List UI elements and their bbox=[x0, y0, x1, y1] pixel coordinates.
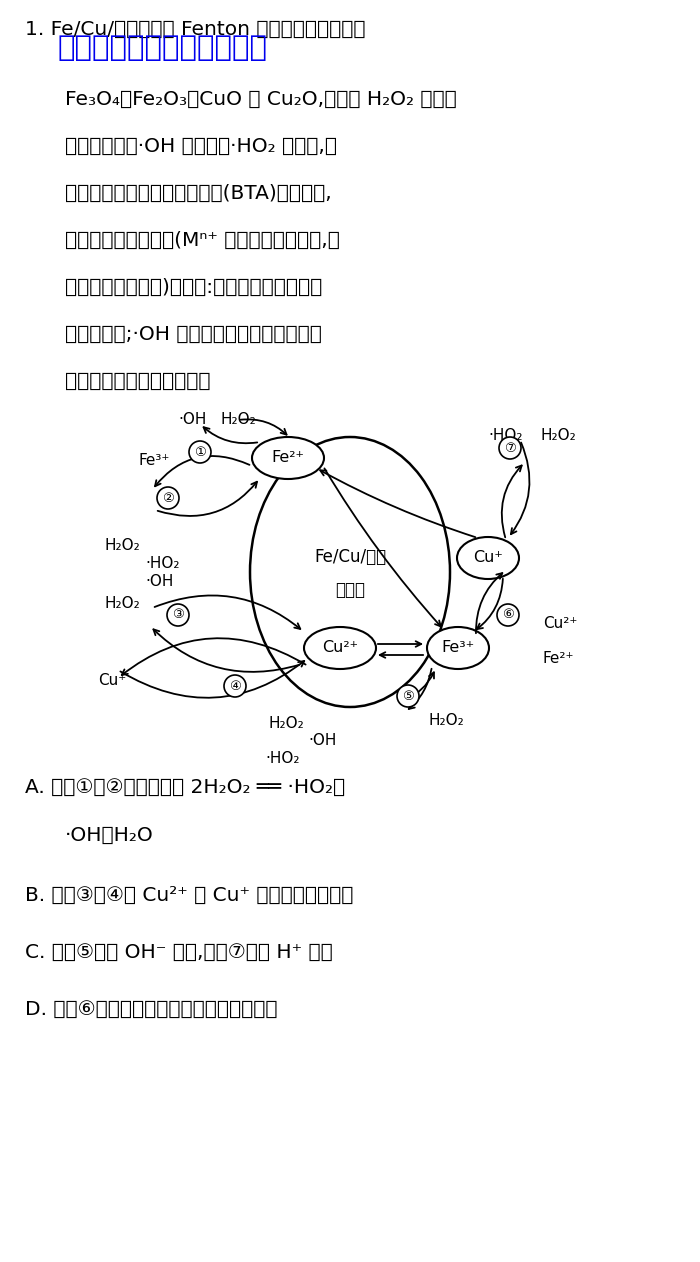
Ellipse shape bbox=[457, 538, 519, 579]
Text: 表示其为游离离子)。已知:铁氧化物催化性能优: 表示其为游离离子)。已知:铁氧化物催化性能优 bbox=[65, 278, 322, 297]
Text: ·OH: ·OH bbox=[178, 411, 206, 427]
Text: 于铜氧化物;·OH 是降解污染物的主要反应活: 于铜氧化物;·OH 是降解污染物的主要反应活 bbox=[65, 326, 322, 345]
Text: H₂O₂: H₂O₂ bbox=[105, 596, 141, 611]
Text: Cu⁺: Cu⁺ bbox=[98, 673, 126, 688]
Text: H₂O₂: H₂O₂ bbox=[220, 411, 256, 427]
Text: Fe³⁺: Fe³⁺ bbox=[138, 453, 169, 468]
Circle shape bbox=[497, 604, 519, 626]
Text: ·OH: ·OH bbox=[145, 574, 174, 589]
Circle shape bbox=[157, 487, 179, 509]
Text: 生强氧化性的·OH 自由基和·HO₂ 自由基,能: 生强氧化性的·OH 自由基和·HO₂ 自由基,能 bbox=[65, 138, 337, 156]
Text: 催化剂: 催化剂 bbox=[335, 581, 365, 599]
Text: Cu²⁺: Cu²⁺ bbox=[322, 641, 358, 655]
Text: ⑥: ⑥ bbox=[502, 608, 514, 621]
Text: ·HO₂: ·HO₂ bbox=[265, 751, 300, 766]
Ellipse shape bbox=[304, 627, 376, 669]
Circle shape bbox=[167, 604, 189, 626]
Circle shape bbox=[224, 675, 246, 697]
Text: ·OH: ·OH bbox=[308, 733, 337, 748]
Text: ·HO₂: ·HO₂ bbox=[145, 557, 179, 570]
Text: H₂O₂: H₂O₂ bbox=[105, 538, 141, 553]
Text: D. 过程⑥必然会导致反应生成的自由基减少: D. 过程⑥必然会导致反应生成的自由基减少 bbox=[25, 1000, 277, 1018]
Text: Cu²⁺: Cu²⁺ bbox=[543, 616, 578, 631]
Circle shape bbox=[397, 685, 419, 707]
Text: H₂O₂: H₂O₂ bbox=[540, 428, 575, 443]
Text: Fe₃O₄、Fe₂O₃、CuO 和 Cu₂O,通过与 H₂O₂ 作用产: Fe₃O₄、Fe₂O₃、CuO 和 Cu₂O,通过与 H₂O₂ 作用产 bbox=[65, 90, 456, 109]
Text: 1. Fe/Cu/沸石类均相 Fenton 催化剂的主要成分为: 1. Fe/Cu/沸石类均相 Fenton 催化剂的主要成分为 bbox=[25, 20, 365, 39]
Circle shape bbox=[189, 440, 211, 463]
Text: Fe²⁺: Fe²⁺ bbox=[543, 651, 575, 666]
Text: ·HO₂: ·HO₂ bbox=[488, 428, 522, 443]
Text: H₂O₂: H₂O₂ bbox=[268, 716, 304, 731]
Text: 性物质。下列说法错误的是: 性物质。下列说法错误的是 bbox=[65, 372, 211, 391]
Circle shape bbox=[499, 437, 521, 459]
Text: 微信公众号关注：趣找答案: 微信公众号关注：趣找答案 bbox=[58, 34, 268, 62]
Text: 夠有效去除水体中的苯并三唠(BTA)等污染物,: 夠有效去除水体中的苯并三唠(BTA)等污染物, bbox=[65, 184, 332, 203]
Text: ③: ③ bbox=[172, 608, 184, 621]
Text: H₂O₂: H₂O₂ bbox=[428, 713, 463, 728]
Ellipse shape bbox=[427, 627, 489, 669]
Text: ①: ① bbox=[194, 445, 206, 458]
Text: ⑦: ⑦ bbox=[504, 442, 516, 454]
Text: ②: ② bbox=[162, 491, 174, 505]
Text: B. 过程③、④中 Cu²⁺ 和 Cu⁺ 均可看作是催化剂: B. 过程③、④中 Cu²⁺ 和 Cu⁺ 均可看作是催化剂 bbox=[25, 886, 354, 905]
Text: Fe/Cu/沸石: Fe/Cu/沸石 bbox=[314, 548, 386, 565]
Text: Fe³⁺: Fe³⁺ bbox=[442, 641, 475, 655]
Text: A. 过程①、②的总反应为 2H₂O₂ ══ ·HO₂＋: A. 过程①、②的总反应为 2H₂O₂ ══ ·HO₂＋ bbox=[25, 777, 345, 798]
Text: Cu⁺: Cu⁺ bbox=[473, 550, 503, 565]
Text: ④: ④ bbox=[229, 679, 241, 693]
Text: ·OH＋H₂O: ·OH＋H₂O bbox=[65, 827, 154, 846]
Ellipse shape bbox=[252, 437, 324, 480]
Text: ⑤: ⑤ bbox=[402, 689, 414, 703]
Text: Fe²⁺: Fe²⁺ bbox=[272, 451, 304, 466]
Text: 其反应机理如图所示(Mⁿ⁺ 表示元素及其价态,不: 其反应机理如图所示(Mⁿ⁺ 表示元素及其价态,不 bbox=[65, 231, 340, 250]
Text: C. 过程⑤中有 OH⁻ 生成,过程⑦中有 H⁺ 生成: C. 过程⑤中有 OH⁻ 生成,过程⑦中有 H⁺ 生成 bbox=[25, 943, 332, 962]
